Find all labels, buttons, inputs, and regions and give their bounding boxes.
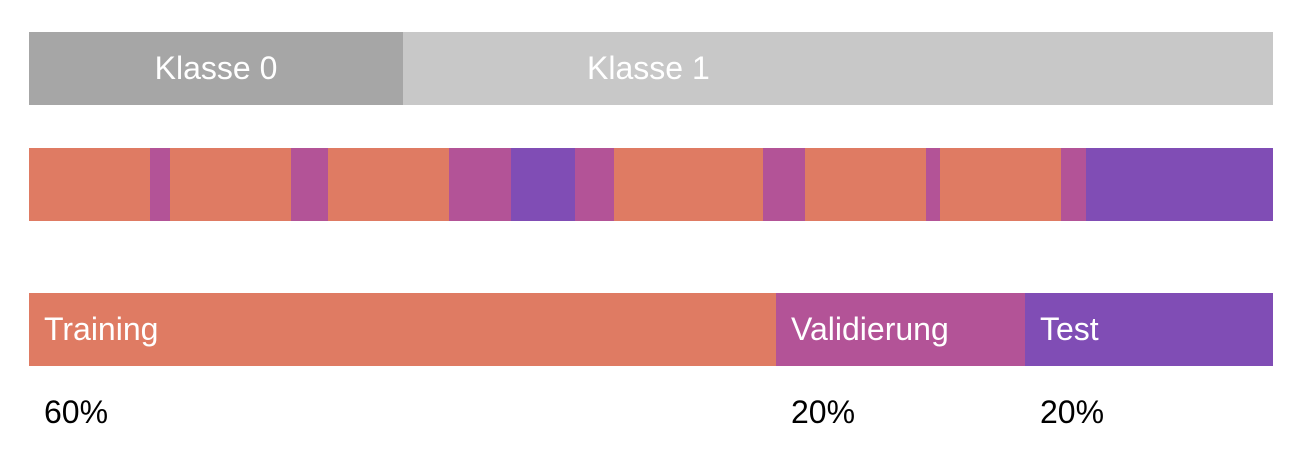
strip-segment-test [511, 148, 575, 221]
training-label: Training [44, 311, 159, 347]
test-segment: Test [1025, 293, 1273, 366]
split-bar: Training Validierung Test [29, 293, 1273, 366]
class-1-label: Klasse 1 [587, 50, 710, 86]
strip-segment-validation [150, 148, 170, 221]
strip-segment-validation [449, 148, 511, 221]
strip-segment-validation [926, 148, 940, 221]
test-percent: 20% [1040, 394, 1105, 430]
strip-segment-training [805, 148, 926, 221]
validation-segment: Validierung [776, 293, 1025, 366]
class-1-segment: Klasse 1 [403, 32, 1273, 105]
class-0-segment: Klasse 0 [29, 32, 403, 105]
strip-segment-validation [1061, 148, 1086, 221]
class-bar: Klasse 0 Klasse 1 [29, 32, 1273, 105]
strip-segment-training [328, 148, 449, 221]
validation-percent: 20% [791, 394, 856, 430]
strip-segment-training [940, 148, 1061, 221]
test-label: Test [1040, 311, 1099, 347]
strip-segment-validation [575, 148, 614, 221]
strip-segment-validation [291, 148, 328, 221]
training-segment: Training [29, 293, 776, 366]
strip-segment-test [1086, 148, 1273, 221]
strip-segment-training [29, 148, 150, 221]
validation-label: Validierung [791, 311, 949, 347]
strip-segment-validation [763, 148, 805, 221]
shuffled-strip [29, 148, 1273, 221]
class-0-label: Klasse 0 [154, 50, 278, 86]
training-percent: 60% [44, 394, 109, 430]
strip-segment-training [170, 148, 291, 221]
strip-segment-training [614, 148, 763, 221]
